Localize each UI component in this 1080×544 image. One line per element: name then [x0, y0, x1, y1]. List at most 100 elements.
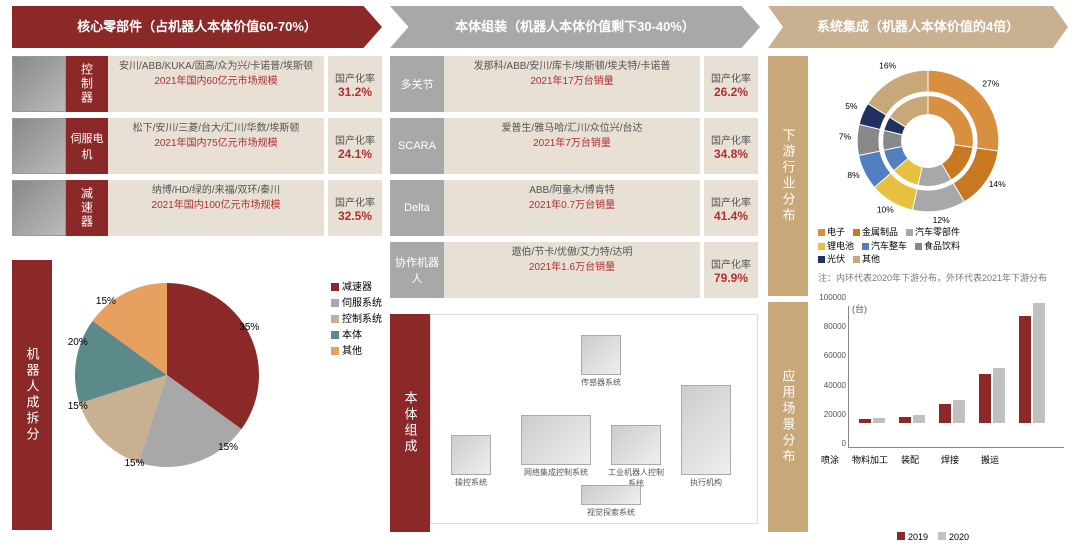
part-label: 减速器: [66, 180, 108, 236]
legend-item: 减速器: [331, 280, 382, 296]
bar: [1019, 316, 1031, 423]
part-detail: 纳博/HD/绿的/来福/双环/秦川2021年国内100亿元市场规模: [108, 180, 324, 236]
legend-item: 其他: [331, 344, 382, 360]
bar: [953, 400, 965, 423]
part-label: 伺服电机: [66, 118, 108, 174]
svg-text:7%: 7%: [839, 132, 852, 142]
donut-legend: 电子金属制品汽车零部件锂电池汽车整车食品饮料光伏其他: [808, 226, 1068, 267]
header-integration: 系统集成（机器人本体价值的4倍）: [768, 6, 1068, 48]
assembly-label: Delta: [390, 180, 444, 236]
cost-breakdown-pie: [52, 260, 282, 490]
svg-text:27%: 27%: [982, 79, 999, 89]
column-core-parts: 控制器 安川/ABB/KUKA/固高/众为兴/卡诺普/埃斯顿2021年国内60亿…: [12, 56, 382, 242]
donut-note: 注：内环代表2020年下游分布，外环代表2021年下游分布: [808, 271, 1068, 284]
legend-item: 其他: [853, 254, 880, 264]
bar-category-label: 物料加工: [850, 453, 890, 466]
part-image: [12, 56, 66, 112]
assembly-rate: 国产化率41.4%: [704, 180, 758, 236]
legend-item: 伺服系统: [331, 296, 382, 312]
bar-category-label: 喷涂: [810, 453, 850, 466]
pie-pct-label: 35%: [239, 322, 259, 333]
y-tick: 40000: [824, 381, 846, 390]
part-label: 控制器: [66, 56, 108, 112]
bar: [899, 417, 911, 424]
scenarios-bar-chart: (台) 020000400006000080000100000 喷涂物料加工装配…: [808, 302, 1068, 472]
legend-item: 控制系统: [331, 312, 382, 328]
header-assembly: 本体组装（机器人本体价值剩下30-40%）: [390, 6, 760, 48]
bar-category-label: 焊接: [930, 453, 970, 466]
bar: [939, 404, 951, 424]
header-core-parts: 核心零部件（占机器人本体价值60-70%）: [12, 6, 382, 48]
bar-category-label: 装配: [890, 453, 930, 466]
bar: [859, 419, 871, 423]
assembly-rate: 国产化率79.9%: [704, 242, 758, 298]
scenarios-title: 应用场景分布: [768, 302, 808, 532]
part-rate: 国产化率31.2%: [328, 56, 382, 112]
pie-title: 机器人成拆分: [12, 260, 52, 530]
y-tick: 20000: [824, 410, 846, 419]
svg-text:5%: 5%: [845, 101, 858, 111]
body-compose-section: 本体组成 操控系统网络集成控制系统工业机器人控制系统执行机构传感器系统视觉探索系…: [390, 314, 758, 532]
column-integration: 下游行业分布 27%14%12%10%8%7%5%16% 电子金属制品汽车零部件…: [768, 56, 1068, 532]
bar-category-label: 搬运: [970, 453, 1010, 466]
legend-item: 2019: [897, 532, 928, 542]
pie-pct-label: 15%: [125, 458, 145, 469]
assembly-label: 协作机器人: [390, 242, 444, 298]
legend-item: 光伏: [818, 254, 845, 264]
diagram-shape: [581, 335, 621, 375]
diagram-label: 视觉探索系统: [576, 507, 646, 518]
diagram-shape: [611, 425, 661, 465]
bar: [873, 418, 885, 423]
assembly-rate: 国产化率26.2%: [704, 56, 758, 112]
legend-item: 汽车零部件: [906, 227, 960, 237]
pie-section: 机器人成拆分 15% 35% 15% 15% 15% 20% 减速器伺服系统控制系统本体其…: [12, 260, 382, 530]
core-part-row: 控制器 安川/ABB/KUKA/固高/众为兴/卡诺普/埃斯顿2021年国内60亿…: [12, 56, 382, 112]
legend-item: 汽车整车: [862, 241, 907, 251]
pie-pct-label: 15%: [68, 401, 88, 412]
assembly-label: 多关节: [390, 56, 444, 112]
y-tick: 100000: [819, 293, 846, 302]
bar: [913, 415, 925, 423]
legend-item: 本体: [331, 328, 382, 344]
assembly-detail: 爱普生/雅马哈/汇川/众位兴/台达2021年7万台销量: [444, 118, 700, 174]
y-tick: 80000: [824, 322, 846, 331]
legend-item: 食品饮料: [915, 241, 960, 251]
bar: [979, 374, 991, 423]
legend-item: 2020: [938, 532, 969, 542]
legend-item: 金属制品: [853, 227, 898, 237]
pie-pct-label: 20%: [68, 337, 88, 348]
bar-group: [1019, 303, 1045, 423]
assembly-rate: 国产化率34.8%: [704, 118, 758, 174]
part-detail: 松下/安川/三菱/台大/汇川/华数/埃斯顿2021年国内75亿元市场规模: [108, 118, 324, 174]
diagram-shape: [451, 435, 491, 475]
assembly-row: Delta ABB/阿童木/博肯特2021年0.7万台销量 国产化率41.4%: [390, 180, 758, 236]
diagram-label: 网络集成控制系统: [516, 467, 596, 478]
body-compose-diagram: 操控系统网络集成控制系统工业机器人控制系统执行机构传感器系统视觉探索系统: [430, 314, 758, 524]
y-tick: 0: [842, 439, 846, 448]
bar-group: [899, 415, 925, 423]
bar: [1033, 303, 1045, 423]
svg-text:10%: 10%: [877, 204, 894, 214]
assembly-detail: 发那科/ABB/安川/库卡/埃斯顿/埃夫特/卡诺普2021年17万台销量: [444, 56, 700, 112]
svg-text:16%: 16%: [879, 60, 896, 70]
pie-legend: 减速器伺服系统控制系统本体其他: [327, 260, 382, 530]
part-detail: 安川/ABB/KUKA/固高/众为兴/卡诺普/埃斯顿2021年国内60亿元市场规…: [108, 56, 324, 112]
legend-item: 锂电池: [818, 241, 854, 251]
part-rate: 国产化率32.5%: [328, 180, 382, 236]
assembly-row: SCARA 爱普生/雅马哈/汇川/众位兴/台达2021年7万台销量 国产化率34…: [390, 118, 758, 174]
svg-text:14%: 14%: [989, 179, 1006, 189]
assembly-label: SCARA: [390, 118, 444, 174]
assembly-row: 多关节 发那科/ABB/安川/库卡/埃斯顿/埃夫特/卡诺普2021年17万台销量…: [390, 56, 758, 112]
core-part-row: 伺服电机 松下/安川/三菱/台大/汇川/华数/埃斯顿2021年国内75亿元市场规…: [12, 118, 382, 174]
bar-group: [979, 368, 1005, 423]
bar-group: [859, 418, 885, 423]
part-image: [12, 118, 66, 174]
diagram-label: 操控系统: [446, 477, 496, 488]
bar: [993, 368, 1005, 423]
diagram-shape: [581, 485, 641, 505]
pie-pct-label: 15%: [218, 442, 238, 453]
assembly-detail: ABB/阿童木/博肯特2021年0.7万台销量: [444, 180, 700, 236]
core-part-row: 减速器 纳博/HD/绿的/来福/双环/秦川2021年国内100亿元市场规模 国产…: [12, 180, 382, 236]
assembly-detail: 遨伯/节卡/优傲/艾力特/达明2021年1.6万台销量: [444, 242, 700, 298]
pie-pct-label: 15%: [96, 296, 116, 307]
